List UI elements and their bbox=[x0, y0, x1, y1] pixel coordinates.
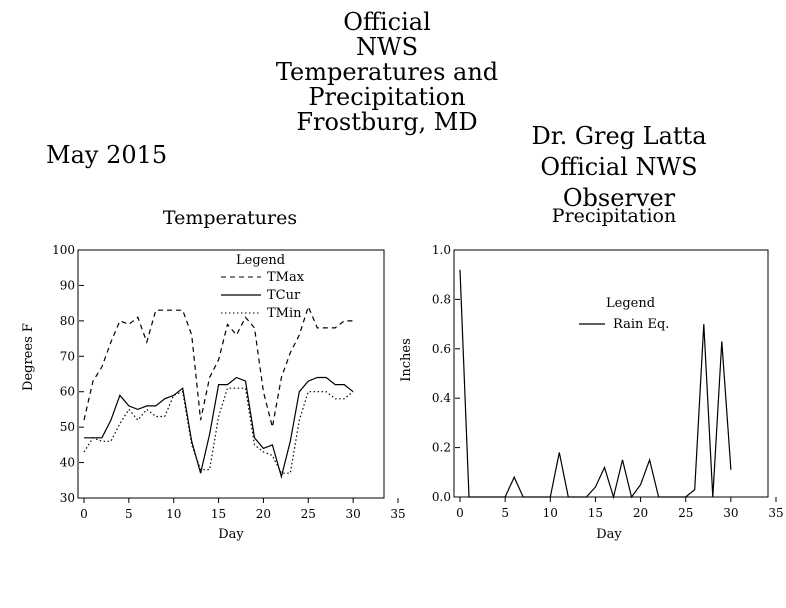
precipitation-y-tick-label: 0.6 bbox=[432, 342, 451, 356]
temperature-plot-frame bbox=[77, 249, 385, 499]
precipitation-y-axis-label: Inches bbox=[399, 338, 414, 382]
precipitation-x-axis-label: Day bbox=[596, 527, 622, 542]
temperature-y-tick-label: 50 bbox=[60, 420, 75, 434]
temperature-y-tick-label: 100 bbox=[52, 243, 75, 257]
precipitation-x-tick-label: 35 bbox=[768, 506, 783, 520]
temperature-y-tick-label: 90 bbox=[60, 278, 75, 292]
temperature-series-tcur bbox=[84, 376, 354, 480]
legend-rain-label: Rain Eq. bbox=[613, 317, 669, 332]
temperature-x-tick-label: 0 bbox=[80, 507, 88, 521]
title-line-4: Frostburg, MD bbox=[296, 108, 478, 136]
legend-tcur-label: TCur bbox=[267, 288, 301, 303]
legend-tmin-label: TMin bbox=[267, 306, 302, 321]
precipitation-x-tick-label: 30 bbox=[723, 506, 738, 520]
temperature-series-tmin bbox=[83, 387, 354, 474]
legend-tmax-label: TMax bbox=[267, 270, 305, 285]
precipitation-x-tick-label: 15 bbox=[588, 506, 603, 520]
precipitation-y-tick-label: 1.0 bbox=[432, 243, 451, 257]
precipitation-x-tick-label: 0 bbox=[456, 506, 464, 520]
precipitation-chart-title: Precipitation bbox=[552, 205, 676, 227]
precipitation-plot-frame bbox=[453, 249, 769, 498]
temperature-chart-title: Temperatures bbox=[163, 207, 297, 229]
precipitation-y-tick-label: 0.0 bbox=[432, 490, 451, 504]
report-month: May 2015 bbox=[46, 141, 168, 169]
temperature-x-axis-label: Day bbox=[218, 527, 244, 542]
temperature-y-axis-label: Degrees F bbox=[21, 323, 36, 391]
temperature-series-tmax bbox=[83, 304, 354, 428]
precipitation-series-rain-eq bbox=[459, 269, 732, 500]
temperature-x-tick-label: 15 bbox=[211, 507, 226, 521]
temperature-x-tick-label: 35 bbox=[390, 507, 405, 521]
observer-block: Dr. Greg Latta Official NWS Observer bbox=[486, 121, 752, 214]
title-line-3: Temperatures and Precipitation bbox=[275, 58, 499, 111]
temperature-y-tick-label: 40 bbox=[60, 456, 75, 470]
precipitation-legend: Legend Rain Eq. bbox=[579, 296, 669, 332]
temperature-x-tick-label: 10 bbox=[166, 507, 181, 521]
precipitation-y-tick-label: 0.4 bbox=[432, 391, 451, 405]
temperature-x-tick-label: 20 bbox=[256, 507, 271, 521]
observer-name: Dr. Greg Latta bbox=[531, 122, 707, 150]
temperature-legend-title: Legend bbox=[236, 253, 285, 268]
temperature-y-tick-label: 70 bbox=[60, 349, 75, 363]
precipitation-y-tick-label: 0.8 bbox=[432, 292, 451, 306]
precipitation-chart: Precipitation 0 5 10 15 20 25 30 35 0.0 0.2 0.4 0.6… bbox=[399, 205, 784, 542]
precipitation-x-tick-label: 20 bbox=[633, 506, 648, 520]
chart-title-block: Official NWS Temperatures and Precipitat… bbox=[212, 10, 562, 135]
temperature-legend: Legend TMax TCur TMin bbox=[221, 253, 305, 321]
temperature-x-tick-label: 30 bbox=[346, 507, 361, 521]
temperature-x-tick-label: 5 bbox=[125, 507, 133, 521]
temperature-y-tick-label: 80 bbox=[60, 314, 75, 328]
temperature-y-tick-label: 30 bbox=[60, 491, 75, 505]
precipitation-y-tick-label: 0.2 bbox=[432, 441, 451, 455]
precipitation-x-tick-label: 10 bbox=[543, 506, 558, 520]
temperature-x-tick-label: 25 bbox=[301, 507, 316, 521]
precipitation-x-tick-label: 25 bbox=[678, 506, 693, 520]
observer-role: Official NWS Observer bbox=[540, 153, 698, 212]
temperature-chart: Temperatures 0 5 10 15 20 25 30 35 30 40 50 60 70 80 9… bbox=[21, 207, 406, 542]
precipitation-x-tick-label: 5 bbox=[501, 506, 509, 520]
temperature-y-tick-label: 60 bbox=[60, 385, 75, 399]
title-line-2: NWS bbox=[355, 33, 419, 61]
precipitation-legend-title: Legend bbox=[606, 296, 655, 311]
title-line-1: Official bbox=[343, 8, 431, 36]
